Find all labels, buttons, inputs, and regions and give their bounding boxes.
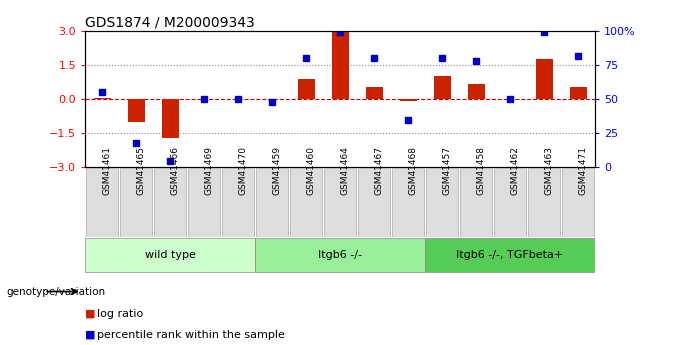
FancyBboxPatch shape <box>222 168 254 237</box>
FancyBboxPatch shape <box>562 168 594 237</box>
Text: GDS1874 / M200009343: GDS1874 / M200009343 <box>85 16 255 30</box>
FancyBboxPatch shape <box>188 168 220 237</box>
FancyBboxPatch shape <box>324 168 356 237</box>
Bar <box>298 79 314 99</box>
Text: GSM41470: GSM41470 <box>238 146 247 195</box>
Text: GSM41460: GSM41460 <box>306 146 315 195</box>
Text: GSM41458: GSM41458 <box>476 146 485 195</box>
Text: GSM41464: GSM41464 <box>340 146 349 195</box>
FancyBboxPatch shape <box>528 168 560 237</box>
Text: GSM41459: GSM41459 <box>272 146 281 195</box>
Bar <box>366 87 382 99</box>
Bar <box>434 77 450 99</box>
FancyBboxPatch shape <box>426 168 458 237</box>
Bar <box>536 59 552 99</box>
FancyBboxPatch shape <box>290 168 322 237</box>
Text: Itgb6 -/-: Itgb6 -/- <box>318 250 362 260</box>
FancyBboxPatch shape <box>256 168 288 237</box>
Text: GSM41462: GSM41462 <box>510 146 519 195</box>
FancyBboxPatch shape <box>494 168 526 237</box>
Text: GSM41463: GSM41463 <box>544 146 553 195</box>
Text: genotype/variation: genotype/variation <box>7 287 106 296</box>
Text: GSM41468: GSM41468 <box>408 146 417 195</box>
Bar <box>570 87 586 99</box>
FancyBboxPatch shape <box>460 168 492 237</box>
Text: Itgb6 -/-, TGFbeta+: Itgb6 -/-, TGFbeta+ <box>456 250 564 260</box>
Text: GSM41467: GSM41467 <box>374 146 383 195</box>
Text: ■: ■ <box>85 309 95 319</box>
FancyBboxPatch shape <box>358 168 390 237</box>
Text: GSM41466: GSM41466 <box>170 146 179 195</box>
Text: GSM41469: GSM41469 <box>204 146 213 195</box>
Text: wild type: wild type <box>145 250 195 260</box>
Bar <box>162 99 178 138</box>
Text: GSM41457: GSM41457 <box>442 146 451 195</box>
Text: ■: ■ <box>85 330 95 339</box>
Text: GSM41465: GSM41465 <box>136 146 145 195</box>
FancyBboxPatch shape <box>154 168 186 237</box>
Bar <box>468 85 484 99</box>
FancyBboxPatch shape <box>255 238 425 272</box>
FancyBboxPatch shape <box>425 238 595 272</box>
FancyBboxPatch shape <box>85 238 255 272</box>
Bar <box>94 98 110 99</box>
Text: log ratio: log ratio <box>97 309 143 319</box>
Text: GSM41461: GSM41461 <box>102 146 111 195</box>
FancyBboxPatch shape <box>120 168 152 237</box>
Bar <box>128 99 144 122</box>
Text: percentile rank within the sample: percentile rank within the sample <box>97 330 285 339</box>
Text: GSM41471: GSM41471 <box>578 146 587 195</box>
FancyBboxPatch shape <box>392 168 424 237</box>
FancyBboxPatch shape <box>86 168 118 237</box>
Bar <box>332 31 348 99</box>
Bar <box>400 99 416 101</box>
